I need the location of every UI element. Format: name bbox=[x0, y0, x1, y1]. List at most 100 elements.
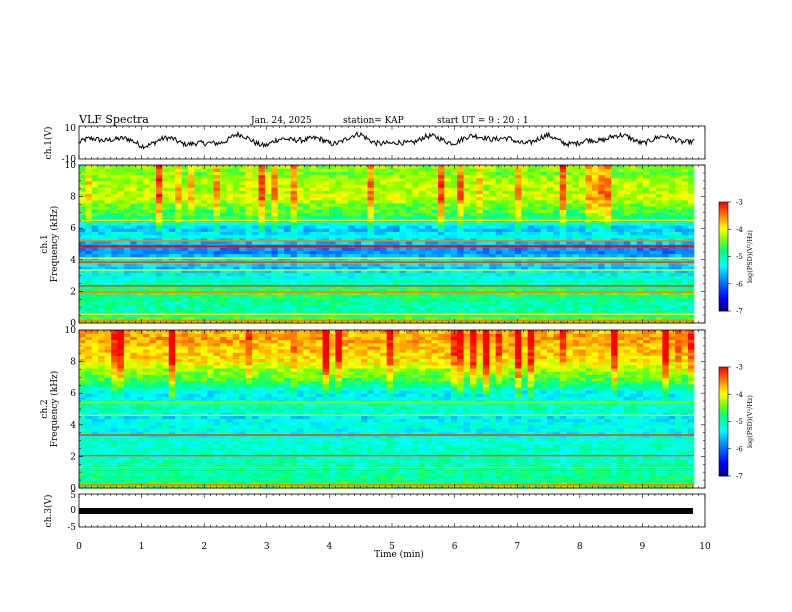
spectrogram-cell bbox=[668, 183, 676, 188]
spectrogram-cell bbox=[514, 215, 522, 220]
spectrogram-cell bbox=[354, 484, 362, 489]
spectrogram-cell bbox=[675, 304, 683, 308]
spectrogram-cell bbox=[232, 291, 240, 296]
spectrogram-cell bbox=[386, 212, 394, 217]
spectrogram-cell bbox=[681, 307, 689, 311]
spectrogram-cell bbox=[194, 481, 202, 486]
spectrogram-cell bbox=[155, 196, 163, 201]
spectrogram-cell bbox=[123, 202, 131, 207]
start-time-label: start UT = 9 : 20 : 1 bbox=[437, 116, 529, 126]
spectrogram-cell bbox=[572, 291, 580, 296]
spectrogram-cell bbox=[380, 193, 388, 198]
spectrogram-cell bbox=[412, 262, 420, 267]
spectrogram-cell bbox=[303, 484, 311, 489]
spectrogram-cell bbox=[521, 212, 529, 217]
spectrogram-cell bbox=[630, 316, 638, 321]
spectrogram-cell bbox=[155, 285, 163, 289]
spectrogram-cell bbox=[393, 247, 401, 251]
spectrogram-cell bbox=[412, 266, 420, 270]
spectrogram-cell bbox=[117, 288, 125, 292]
spectrogram-cell bbox=[450, 221, 458, 226]
spectrogram-band-line bbox=[79, 261, 695, 263]
spectrogram-cell bbox=[412, 304, 420, 308]
spectrogram-cell bbox=[546, 212, 554, 217]
spectrogram-cell bbox=[296, 253, 304, 258]
spectrogram-cell bbox=[296, 234, 304, 239]
spectrogram-cell bbox=[418, 183, 426, 188]
spectrogram-cell bbox=[655, 313, 663, 318]
spectrogram-cell bbox=[341, 291, 349, 296]
spectrogram-cell bbox=[155, 484, 163, 489]
spectrogram-cell bbox=[457, 171, 465, 176]
spectrogram-cell bbox=[675, 212, 683, 217]
spectrogram-cell bbox=[662, 307, 670, 311]
spectrogram-cell bbox=[649, 193, 657, 198]
spectrogram-cell bbox=[559, 171, 567, 176]
spectrogram-cell bbox=[611, 215, 619, 220]
spectrogram-cell bbox=[284, 228, 292, 232]
spectrogram-cell bbox=[258, 272, 266, 277]
spectrogram-cell bbox=[386, 272, 394, 277]
spectrogram-cell bbox=[155, 481, 163, 486]
spectrogram-cell bbox=[341, 281, 349, 286]
spectrogram-cell bbox=[508, 196, 516, 201]
spectrogram-cell bbox=[431, 297, 439, 302]
spectrogram-cell bbox=[412, 281, 420, 286]
spectrogram-cell bbox=[399, 281, 407, 286]
spectrogram-cell bbox=[630, 307, 638, 311]
spectrogram-cell bbox=[290, 253, 298, 258]
spectrogram-cell bbox=[226, 165, 234, 169]
spectrogram-cell bbox=[534, 288, 542, 292]
spectrogram-cell bbox=[386, 215, 394, 220]
spectrogram-cell bbox=[79, 313, 87, 318]
spectrogram-cell bbox=[418, 275, 426, 280]
spectrogram-cell bbox=[418, 484, 426, 489]
spectrogram-cell bbox=[450, 294, 458, 299]
spectrogram-cell bbox=[284, 231, 292, 236]
spectrogram-cell bbox=[290, 250, 298, 255]
spectrogram-cell bbox=[367, 165, 375, 169]
spectrogram-cell bbox=[117, 313, 125, 318]
spectrogram-cell bbox=[111, 253, 119, 258]
spectrogram-cell bbox=[444, 313, 452, 318]
spectrogram-cell bbox=[559, 319, 567, 324]
spectrogram-cell bbox=[418, 247, 426, 251]
spectrogram-cell bbox=[527, 304, 535, 308]
spectrogram-cell bbox=[290, 215, 298, 220]
spectrogram-cell bbox=[232, 228, 240, 232]
spectrogram-cell bbox=[143, 253, 151, 258]
spectrogram-cell bbox=[175, 300, 183, 305]
spectrogram-cell bbox=[149, 180, 157, 185]
spectrogram-cell bbox=[232, 262, 240, 267]
spectrogram-cell bbox=[168, 196, 176, 201]
spectrogram-cell bbox=[296, 183, 304, 188]
spectrogram-cell bbox=[521, 202, 529, 207]
spectrogram-cell bbox=[546, 187, 554, 191]
spectrogram-cell bbox=[335, 275, 343, 280]
spectrogram-cell bbox=[502, 237, 510, 242]
spectrogram-cell bbox=[495, 291, 503, 296]
spectrogram-cell bbox=[399, 240, 407, 245]
spectrogram-cell bbox=[566, 209, 574, 213]
spectrogram-cell bbox=[591, 171, 599, 176]
spectrogram-cell bbox=[687, 300, 695, 305]
spectrogram-cell bbox=[623, 240, 631, 245]
spectrogram-cell bbox=[85, 281, 93, 286]
spectrogram-cell bbox=[534, 278, 542, 283]
spectrogram-cell bbox=[220, 253, 228, 258]
spectrogram-cell bbox=[386, 171, 394, 176]
spectrogram-cell bbox=[303, 168, 311, 172]
spectrogram-cell bbox=[437, 481, 445, 486]
spectrogram-cell bbox=[636, 253, 644, 258]
spectrogram-cell bbox=[617, 209, 625, 213]
spectrogram-cell bbox=[553, 199, 561, 204]
spectrogram-cell bbox=[111, 193, 119, 198]
spectrogram-cell bbox=[194, 266, 202, 270]
spectrogram-cell bbox=[636, 272, 644, 277]
spectrogram-cell bbox=[111, 316, 119, 321]
spectrogram-cell bbox=[252, 171, 260, 176]
spectrogram-cell bbox=[373, 234, 381, 239]
spectrogram-cell bbox=[143, 240, 151, 245]
spectrogram-cell bbox=[143, 231, 151, 236]
spectrogram-cell bbox=[296, 174, 304, 179]
